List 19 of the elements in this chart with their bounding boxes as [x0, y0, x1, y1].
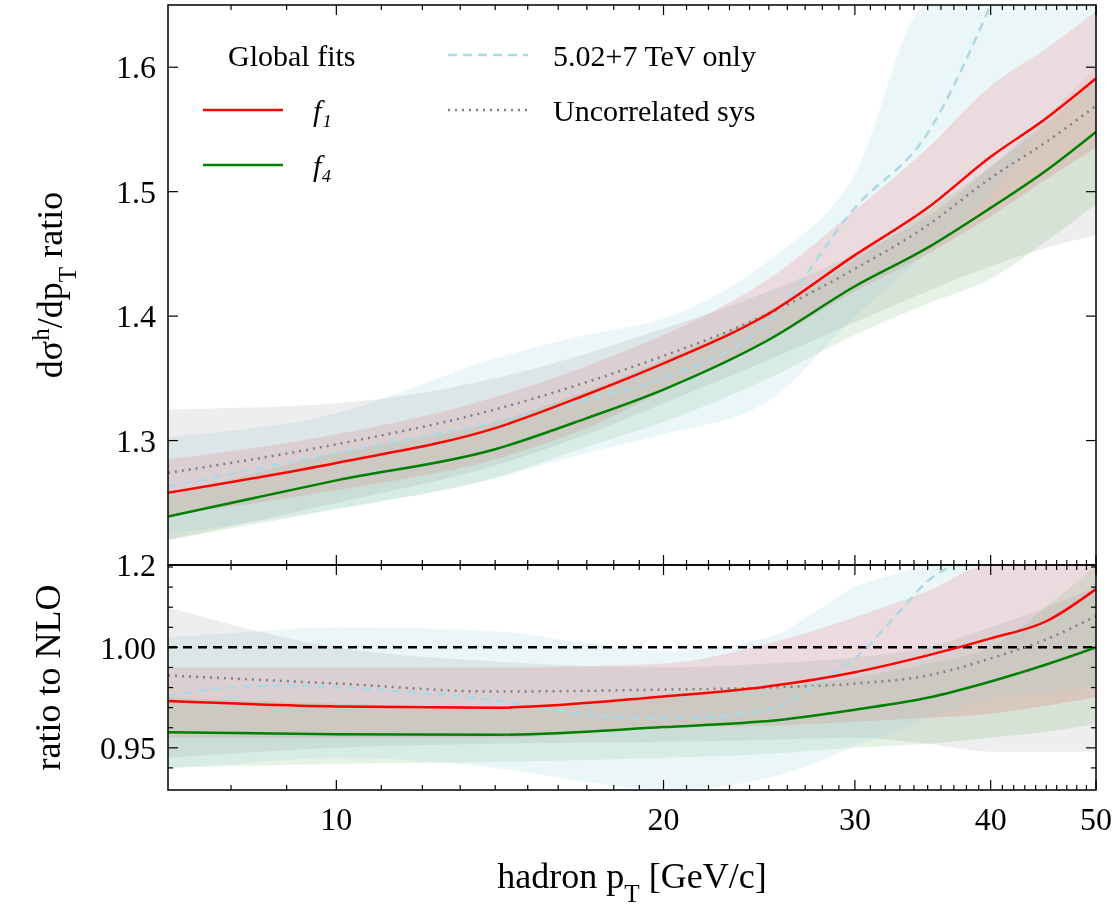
y-tick-label: 1.6: [116, 49, 156, 86]
y-tick-label: 1.00: [100, 629, 156, 666]
y-tick-label: 1.3: [116, 422, 156, 459]
legend-title: Global fits: [228, 38, 356, 72]
y-tick-label: 0.95: [100, 730, 156, 767]
x-tick-label: 20: [647, 801, 680, 837]
x-axis-title: hadron p$_{T}$ [GeV/c]: [497, 856, 767, 907]
legend-label: f₄: [313, 148, 332, 182]
y-tick-label: 1.2: [116, 547, 156, 584]
legend-label: f₁: [313, 93, 332, 127]
x-tick-label: 30: [838, 801, 871, 837]
legend-label: 5.02+7 TeV only: [553, 38, 756, 72]
y-tick-label: 1.4: [116, 298, 156, 335]
legend-label: Uncorrelated sys: [553, 93, 756, 127]
x-tick-label: 50: [1080, 801, 1112, 837]
y-axis-title: ratio to NLO: [28, 584, 68, 771]
x-tick-label: 10: [320, 801, 353, 837]
x-tick-label: 40: [974, 801, 1007, 837]
y-tick-label: 1.5: [116, 173, 156, 210]
